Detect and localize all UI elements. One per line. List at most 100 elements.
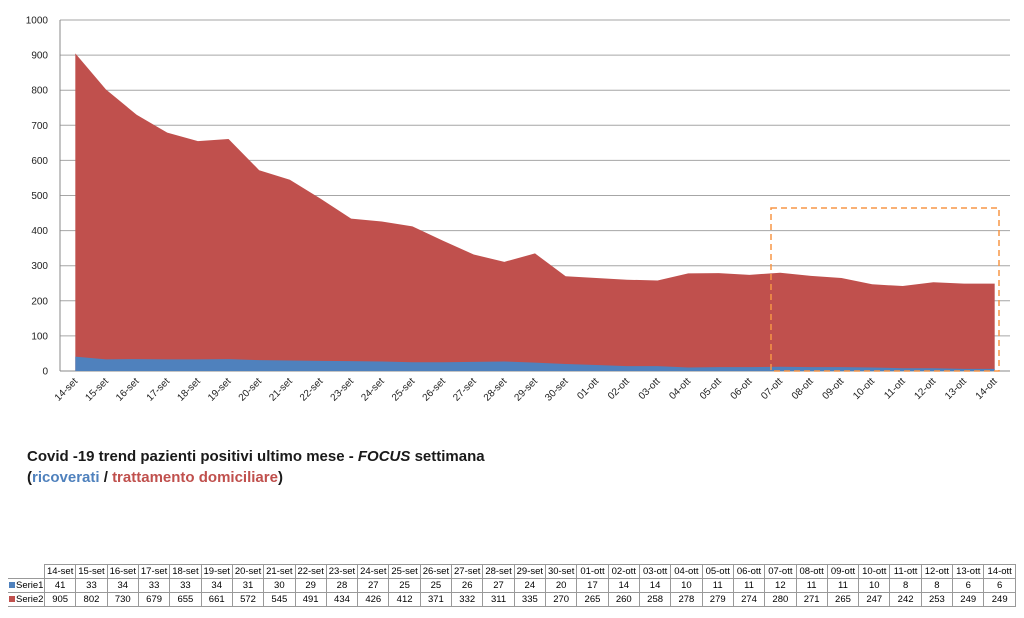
table-value: 311 <box>482 592 515 607</box>
chart: 0 100 200 300 400 500 600 700 800 900 1000 14-set 15… <box>26 16 1010 404</box>
y-tick-label: 0 <box>42 367 48 378</box>
series-label: Serie1 <box>8 578 45 593</box>
x-tick-label: 14-ott <box>974 376 1000 402</box>
table-value: 8 <box>920 578 954 593</box>
table-value: 11 <box>795 578 828 593</box>
table-value: 8 <box>889 578 922 593</box>
table-value: 30 <box>263 578 296 593</box>
chart-title: Covid -19 trend pazienti positivi ultimo… <box>27 448 485 465</box>
table-value: 26 <box>451 578 484 593</box>
x-tick-label: 19-set <box>206 376 234 404</box>
y-tick-label: 200 <box>31 296 48 307</box>
table-value: 6 <box>952 578 985 593</box>
table-value: 258 <box>638 592 672 607</box>
table-value: 679 <box>137 592 171 607</box>
data-table: 14-set 15-set 16-set 17-set 18-set 19-set 20-s… <box>8 564 1016 607</box>
x-tick-label: 04-ott <box>667 376 693 402</box>
table-value: 14 <box>607 578 640 593</box>
x-tick-label: 18-set <box>175 376 203 404</box>
x-tick-label: 08-ott <box>790 376 816 402</box>
x-tick-label: 28-set <box>482 376 510 404</box>
table-value: 14 <box>638 578 672 593</box>
table-value: 279 <box>701 592 734 607</box>
table-value: 270 <box>544 592 578 607</box>
x-tick-label: 13-ott <box>943 376 969 402</box>
table-value: 33 <box>169 578 202 593</box>
y-tick-label: 700 <box>31 121 48 132</box>
x-tick-label: 01-ott <box>575 376 601 402</box>
table-header: 15-set <box>75 564 108 579</box>
legend-label: Serie2 <box>16 594 44 605</box>
y-tick-label: 400 <box>31 226 48 237</box>
subtitle-part: trattamento domiciliare <box>112 469 278 486</box>
x-tick-label: 10-ott <box>851 376 877 402</box>
x-tick-label: 23-set <box>329 376 357 404</box>
x-tick-label: 02-ott <box>606 376 632 402</box>
table-header: 08-ott <box>795 564 828 579</box>
table-value: 426 <box>357 592 390 607</box>
x-tick-label: 05-ott <box>698 376 724 402</box>
table-row: Serie1 41 33 34 33 33 34 31 30 29 28 27 25 25 26 27 24 20… <box>8 578 1016 593</box>
table-header: 06-ott <box>732 564 766 579</box>
x-tick-label: 21-set <box>267 376 295 404</box>
table-value: 24 <box>513 578 547 593</box>
table-value: 371 <box>419 592 453 607</box>
table-value: 17 <box>576 578 609 593</box>
x-tick-label: 06-ott <box>729 376 755 402</box>
table-value: 265 <box>826 592 860 607</box>
table-row: Serie2 905 802 730 679 655 661 572 545 491 434 426 4… <box>8 592 1016 607</box>
table-header: 10-ott <box>858 564 891 579</box>
table-value: 20 <box>544 578 578 593</box>
table-value: 33 <box>75 578 108 593</box>
table-value: 278 <box>670 592 703 607</box>
table-value: 29 <box>294 578 327 593</box>
table-header: 30-set <box>544 564 578 579</box>
table-value: 6 <box>983 578 1016 593</box>
table-value: 11 <box>701 578 734 593</box>
table-header: 02-ott <box>607 564 640 579</box>
table-value: 25 <box>419 578 453 593</box>
table-value: 905 <box>43 592 77 607</box>
table-value: 271 <box>795 592 828 607</box>
table-value: 33 <box>137 578 171 593</box>
x-tick-label: 29-set <box>513 376 541 404</box>
subtitle-part: ricoverati <box>32 469 100 486</box>
table-value: 242 <box>889 592 922 607</box>
table-header: 24-set <box>357 564 390 579</box>
y-tick-label: 500 <box>31 191 48 202</box>
area <box>75 53 995 371</box>
y-tick-label: 1000 <box>26 16 49 27</box>
table-header: 29-set <box>513 564 547 579</box>
table-value: 31 <box>231 578 265 593</box>
table-header: 04-ott <box>670 564 703 579</box>
table-value: 280 <box>764 592 797 607</box>
table-value: 802 <box>75 592 108 607</box>
table-header: 13-ott <box>952 564 985 579</box>
title-part: FOCUS <box>357 448 411 465</box>
table-value: 730 <box>106 592 139 607</box>
table-value: 28 <box>325 578 359 593</box>
x-tick-label: 30-set <box>543 376 571 404</box>
table-value: 434 <box>325 592 359 607</box>
series-label: Serie2 <box>8 592 45 607</box>
title-part: Covid -19 trend pazienti positivi ultimo… <box>27 448 354 465</box>
table-value: 572 <box>231 592 265 607</box>
x-tick-label: 09-ott <box>821 376 847 402</box>
table-header: 05-ott <box>701 564 734 579</box>
table-value: 247 <box>858 592 891 607</box>
table-header: 19-set <box>200 564 233 579</box>
x-tick-label: 22-set <box>298 376 326 404</box>
x-tick-label: 07-ott <box>759 376 785 402</box>
subtitle-part: / <box>103 469 108 486</box>
table-header: 16-set <box>106 564 139 579</box>
x-tick-label: 16-set <box>114 376 142 404</box>
table-row: 14-set 15-set 16-set 17-set 18-set 19-set 20-s… <box>8 564 1016 579</box>
table-header: 23-set <box>325 564 359 579</box>
table-value: 253 <box>920 592 954 607</box>
table-header: 03-ott <box>638 564 672 579</box>
legend-label: Serie1 <box>16 580 44 591</box>
table-value: 27 <box>482 578 515 593</box>
table-value: 335 <box>513 592 547 607</box>
table-header: 07-ott <box>764 564 797 579</box>
